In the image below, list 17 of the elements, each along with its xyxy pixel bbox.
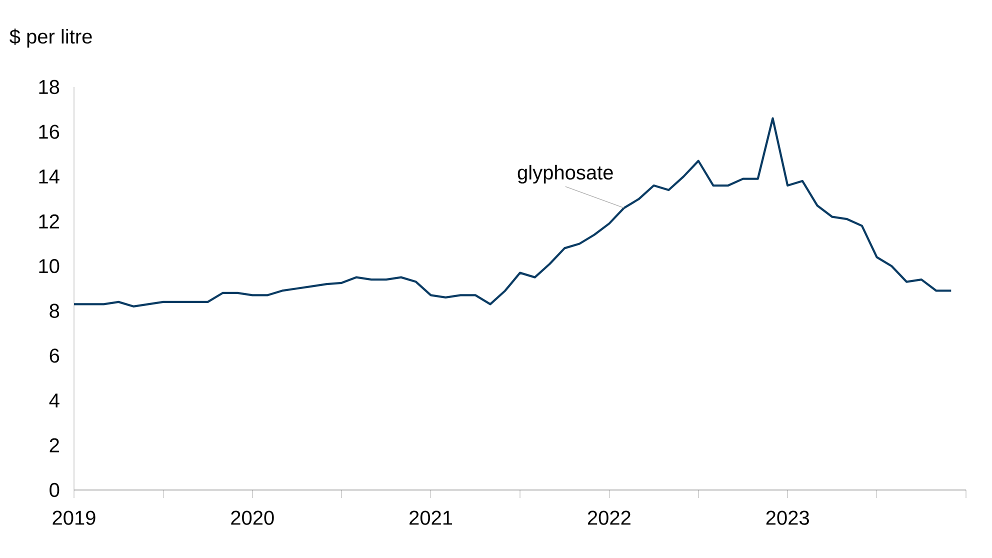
- y-tick-label: 12: [39, 214, 59, 228]
- x-tick-label: 2020: [231, 510, 274, 525]
- y-tick-label: 2: [50, 438, 59, 452]
- y-tick-label: 6: [50, 348, 60, 363]
- y-tick-label: 4: [49, 394, 60, 408]
- y-tick-label: 10: [39, 259, 60, 274]
- x-tick-label: 2019: [52, 510, 96, 525]
- y-tick-label: 14: [39, 170, 60, 184]
- y-tick-label: 18: [39, 80, 60, 94]
- x-tick-label: 2023: [766, 510, 809, 525]
- x-tick-label: 2021: [410, 510, 452, 525]
- annotation: glyphosate: [518, 164, 613, 184]
- y-tick-label: 16: [39, 124, 60, 139]
- y-tick-label: 0: [50, 482, 60, 498]
- y-axis-title: $ per litre: [10, 28, 92, 48]
- x-tick-label: 2022: [588, 510, 630, 525]
- y-tick-label: 8: [50, 304, 60, 318]
